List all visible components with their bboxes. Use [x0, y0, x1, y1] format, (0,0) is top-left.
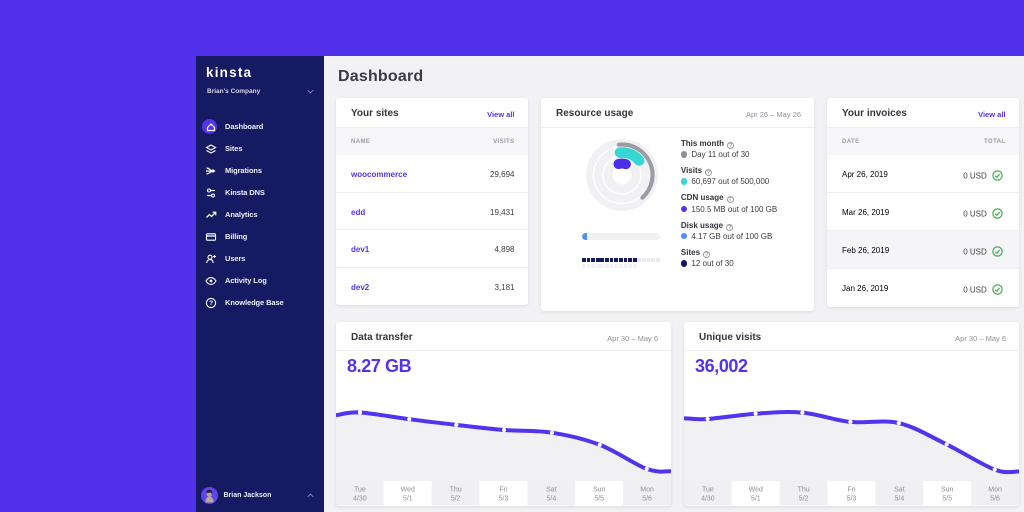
svg-text:5/3: 5/3 [499, 496, 509, 503]
svg-text:4/30: 4/30 [701, 496, 715, 503]
svg-text:5/2: 5/2 [451, 496, 461, 503]
svg-text:4/30: 4/30 [353, 496, 367, 503]
svg-text:5/6: 5/6 [990, 496, 1000, 503]
svg-text:Wed: Wed [749, 487, 763, 494]
svg-text:5/5: 5/5 [594, 496, 604, 503]
svg-text:Sun: Sun [941, 487, 954, 494]
svg-text:Thu: Thu [450, 487, 462, 494]
svg-text:Mon: Mon [988, 487, 1002, 494]
svg-text:5/6: 5/6 [642, 496, 652, 503]
svg-text:Wed: Wed [401, 487, 415, 494]
svg-text:Sun: Sun [593, 487, 606, 494]
svg-text:Fri: Fri [847, 487, 856, 494]
svg-text:5/1: 5/1 [751, 496, 761, 503]
svg-text:Tue: Tue [354, 487, 366, 494]
svg-text:5/3: 5/3 [847, 496, 857, 503]
svg-text:5/1: 5/1 [403, 496, 413, 503]
svg-text:Fri: Fri [499, 487, 508, 494]
svg-text:5/5: 5/5 [942, 496, 952, 503]
svg-text:5/4: 5/4 [895, 496, 905, 503]
svg-text:5/4: 5/4 [547, 496, 557, 503]
svg-text:Sat: Sat [894, 487, 905, 494]
svg-text:Thu: Thu [798, 487, 810, 494]
svg-text:Mon: Mon [640, 487, 654, 494]
svg-text:?: ? [209, 300, 213, 307]
svg-text:Sat: Sat [546, 487, 557, 494]
svg-text:5/2: 5/2 [799, 496, 809, 503]
svg-text:Tue: Tue [702, 487, 714, 494]
